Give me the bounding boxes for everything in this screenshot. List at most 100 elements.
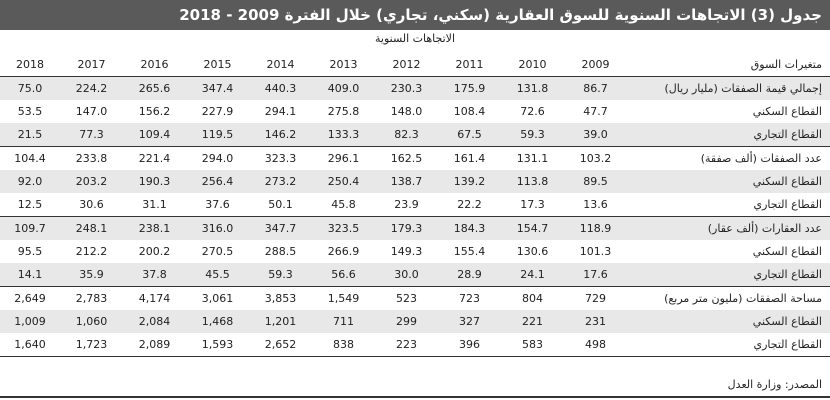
value-cell: 156.2 <box>138 105 171 118</box>
value-cell: 35.9 <box>60 263 123 287</box>
table-row: 21.5 77.3 109.4 119.5 146.2 133.3 82.3 67.5 59.3… <box>0 123 830 147</box>
value-cell: 22.2 <box>438 193 501 217</box>
table-row: 53.5 147.0 156.2 227.9 294.1 275.8 148.0 108.4 7… <box>0 100 830 123</box>
table-row: 95.5 212.2 200.2 270.5 288.5 266.9 149.3 155.4 1… <box>0 240 830 263</box>
value-cell: 139.2 <box>438 170 501 193</box>
value-cell: 838 <box>312 333 375 357</box>
value-cell: 109.4 <box>123 123 186 147</box>
value-cell: 17.3 <box>501 193 564 217</box>
value-cell: 275.8 <box>327 105 360 118</box>
value-cell: 327 <box>438 310 501 333</box>
value-cell: 72.6 <box>520 105 545 118</box>
value-cell: 59.3 <box>501 123 564 147</box>
value-cell: 2,652 <box>249 333 312 357</box>
value-cell: 146.2 <box>249 123 312 147</box>
value-cell: 299 <box>375 310 438 333</box>
value-cell: 248.1 <box>60 216 123 240</box>
value-cell: 39.0 <box>564 123 627 147</box>
value-cell: 113.8 <box>501 170 564 193</box>
value-cell: 175.9 <box>438 76 501 100</box>
value-cell: 138.7 <box>375 170 438 193</box>
value-cell: 154.7 <box>501 216 564 240</box>
value-cell: 21.5 <box>0 123 60 147</box>
year-header: 2012 <box>375 52 438 77</box>
value-cell: 77.3 <box>60 123 123 147</box>
value-cell: 53.5 <box>17 105 43 118</box>
table-row: 12.5 30.6 31.1 37.6 50.1 45.8 23.9 22.2 17.3 13.6… <box>0 193 830 217</box>
value-cell: 323.3 <box>264 152 297 165</box>
value-cell: 1,593 <box>186 333 249 357</box>
table-row: 14.1 35.9 37.8 45.5 59.3 56.6 30.0 28.9 24.1 17.6… <box>0 263 830 287</box>
value-cell: 133.3 <box>312 123 375 147</box>
value-cell: 162.5 <box>390 152 423 165</box>
value-cell: 1,060 <box>60 310 123 333</box>
value-cell: 184.3 <box>438 216 501 240</box>
value-cell: 1,549 <box>327 292 360 305</box>
value-cell: 59.3 <box>249 263 312 287</box>
source-note: المصدر: وزارة العدل <box>727 378 822 391</box>
value-cell: 1,009 <box>0 310 60 333</box>
value-cell: 583 <box>501 333 564 357</box>
value-cell: 30.0 <box>375 263 438 287</box>
year-header: 2016 <box>123 52 186 77</box>
value-cell: 711 <box>312 310 375 333</box>
value-cell: 149.3 <box>390 245 423 258</box>
value-cell: 17.6 <box>564 263 627 287</box>
value-cell: 212.2 <box>75 245 108 258</box>
value-cell: 729 <box>585 292 606 305</box>
value-cell: 1,468 <box>186 310 249 333</box>
value-cell: 108.4 <box>453 105 486 118</box>
value-cell: 37.8 <box>123 263 186 287</box>
value-cell: 523 <box>396 292 417 305</box>
value-cell: 1,201 <box>249 310 312 333</box>
value-cell: 67.5 <box>438 123 501 147</box>
value-cell: 161.4 <box>453 152 486 165</box>
value-cell: 148.0 <box>390 105 423 118</box>
value-cell: 3,061 <box>201 292 234 305</box>
value-cell: 2,089 <box>123 333 186 357</box>
value-cell: 250.4 <box>312 170 375 193</box>
value-cell: 131.8 <box>501 76 564 100</box>
value-cell: 86.7 <box>564 76 627 100</box>
value-cell: 190.3 <box>123 170 186 193</box>
row-label: القطاع التجاري <box>627 333 830 357</box>
row-label: عدد العقارات (ألف عقار) <box>627 216 830 240</box>
value-cell: 347.7 <box>249 216 312 240</box>
value-cell: 31.1 <box>123 193 186 217</box>
value-cell: 95.5 <box>17 245 43 258</box>
value-cell: 2,084 <box>123 310 186 333</box>
year-header: 2018 <box>0 52 60 77</box>
value-cell: 109.7 <box>0 216 60 240</box>
value-cell: 323.5 <box>312 216 375 240</box>
value-cell: 440.3 <box>249 76 312 100</box>
value-cell: 266.9 <box>327 245 360 258</box>
value-cell: 233.8 <box>75 152 108 165</box>
value-cell: 409.0 <box>312 76 375 100</box>
value-cell: 224.2 <box>60 76 123 100</box>
row-label: القطاع السكني <box>627 170 830 193</box>
header-row: 2018 2017 2016 2015 2014 2013 2012 2011 2010 2009… <box>0 52 830 77</box>
value-cell: 223 <box>375 333 438 357</box>
value-cell: 37.6 <box>186 193 249 217</box>
value-cell: 30.6 <box>60 193 123 217</box>
table-row: 109.7 248.1 238.1 316.0 347.7 323.5 179.3 184.3… <box>0 216 830 240</box>
year-header: 2015 <box>186 52 249 77</box>
value-cell: 2,649 <box>14 292 46 305</box>
value-cell: 13.6 <box>564 193 627 217</box>
value-cell: 1,723 <box>60 333 123 357</box>
row-label: القطاع السكني <box>752 245 822 258</box>
table-row: 1,640 1,723 2,089 1,593 2,652 838 223 396 583 498… <box>0 333 830 357</box>
value-cell: 288.5 <box>264 245 297 258</box>
value-cell: 24.1 <box>501 263 564 287</box>
value-cell: 101.3 <box>579 245 612 258</box>
value-cell: 273.2 <box>249 170 312 193</box>
value-cell: 75.0 <box>0 76 60 100</box>
table-row: 104.4 233.8 221.4 294.0 323.3 296.1 162.5 161.4… <box>0 147 830 171</box>
table-title: جدول (3) الاتجاهات السنوية للسوق العقاري… <box>0 0 830 30</box>
value-cell: 155.4 <box>453 245 486 258</box>
value-cell: 396 <box>438 333 501 357</box>
value-cell: 265.6 <box>123 76 186 100</box>
value-cell: 23.9 <box>375 193 438 217</box>
value-cell: 104.4 <box>14 152 46 165</box>
value-cell: 1,640 <box>0 333 60 357</box>
